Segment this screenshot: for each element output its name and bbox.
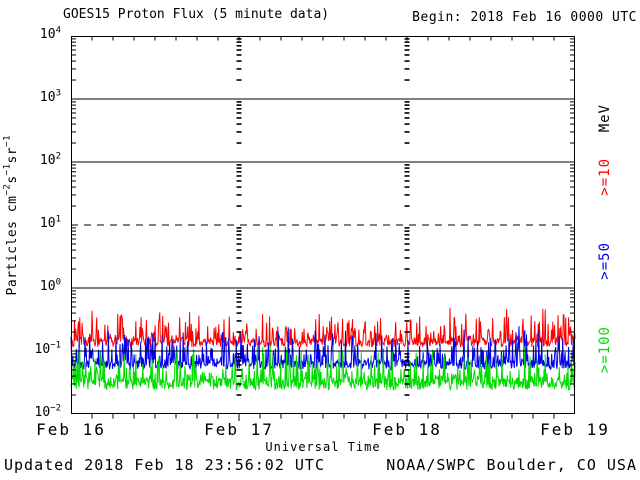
y-axis-title-text: s (5, 175, 20, 184)
y-tick-label-10e-1: 10−1 (34, 340, 62, 357)
series-trace-1 (70, 307, 576, 348)
series-trace-2 (70, 326, 576, 371)
y-tick-exponent: 0 (55, 277, 61, 288)
x-tick-label-feb-17: Feb 17 (204, 420, 274, 439)
y-tick-exponent: 1 (55, 214, 61, 225)
legend-entry-50mev: >=50 (597, 242, 613, 280)
y-axis-title-exponent: −2 (2, 183, 13, 196)
legend-unit-mev: MeV (597, 104, 613, 133)
y-tick-exponent: −2 (50, 403, 61, 414)
y-tick-label-10e4: 104 (39, 25, 61, 42)
y-axis-title-exponent: −1 (2, 135, 13, 147)
plot-border (71, 36, 575, 414)
x-tick-label-feb-19: Feb 19 (540, 420, 610, 439)
plot-area (70, 36, 576, 421)
x-axis-title: Universal Time (265, 440, 381, 454)
y-tick-exponent: −1 (50, 340, 61, 351)
source-attribution: NOAA/SWPC Boulder, CO USA (386, 456, 637, 474)
plot-canvas (70, 36, 576, 421)
y-tick-label-10e0: 100 (39, 277, 61, 294)
y-tick-exponent: 2 (55, 151, 61, 162)
x-tick-label-feb-16: Feb 16 (36, 420, 106, 439)
legend-entry-100mev: >=100 (597, 326, 613, 374)
y-tick-label-10e-2: 10−2 (34, 403, 62, 420)
chart-title: GOES15 Proton Flux (5 minute data) (63, 7, 330, 22)
y-tick-exponent: 3 (55, 88, 61, 99)
legend-entry-10mev: >=10 (597, 158, 613, 196)
x-tick-label-feb-18: Feb 18 (372, 420, 442, 439)
y-tick-label-10e3: 103 (39, 88, 61, 105)
series-trace-3 (70, 345, 576, 392)
updated-timestamp: Updated 2018 Feb 18 23:56:02 UTC (4, 456, 325, 474)
y-tick-label-10e2: 102 (39, 151, 61, 168)
y-tick-label-10e1: 101 (39, 214, 61, 231)
begin-timestamp: Begin: 2018 Feb 16 0000 UTC (412, 10, 637, 25)
y-tick-exponent: 4 (55, 25, 61, 36)
